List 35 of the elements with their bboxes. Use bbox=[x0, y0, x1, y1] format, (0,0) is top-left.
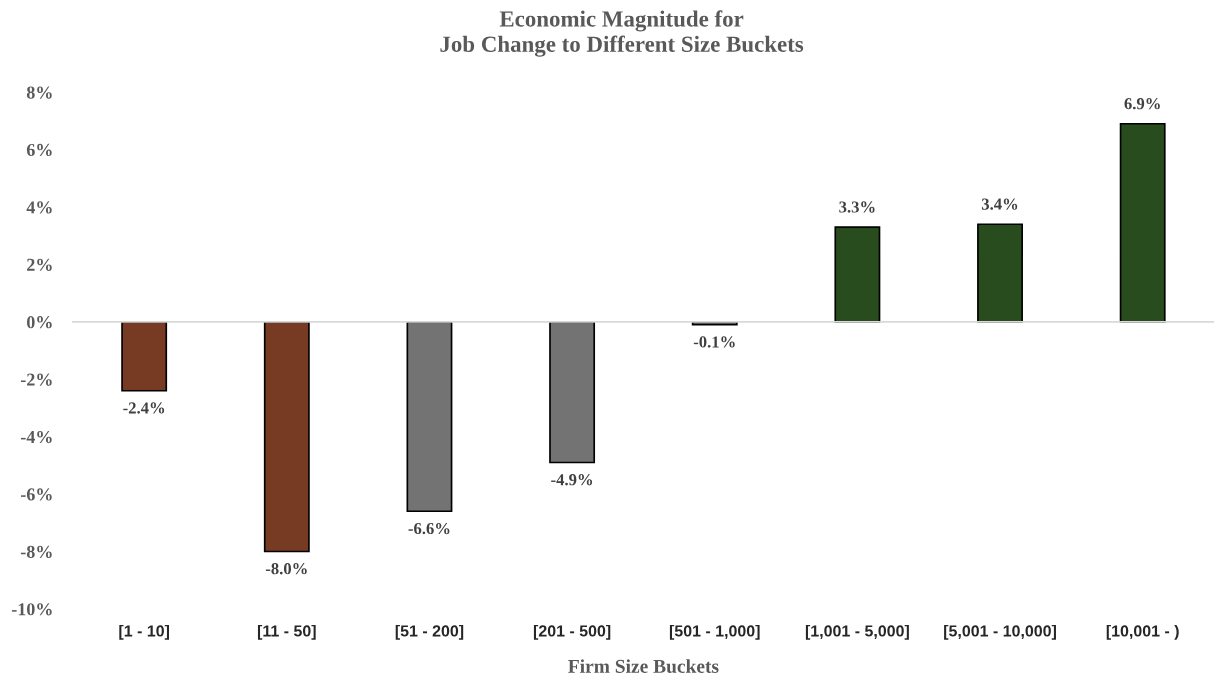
data-label: 3.3% bbox=[839, 201, 875, 213]
y-tick-label: 2% bbox=[27, 258, 52, 271]
x-tick-label: [1,001 - 5,000] bbox=[805, 624, 909, 640]
x-tick-label: [51 - 200] bbox=[395, 624, 464, 640]
y-tick-label: -8% bbox=[20, 545, 52, 558]
bar bbox=[977, 223, 1023, 323]
y-tick-label: 0% bbox=[27, 316, 52, 329]
bar bbox=[549, 320, 596, 464]
bar bbox=[1119, 122, 1166, 323]
y-tick-label: -6% bbox=[20, 488, 52, 501]
y-tick-label: -2% bbox=[20, 373, 52, 386]
data-label: -8.0% bbox=[265, 563, 307, 575]
bar bbox=[121, 320, 168, 392]
x-tick-label: [1 - 10] bbox=[119, 624, 170, 640]
bar bbox=[834, 226, 881, 323]
data-label: -4.9% bbox=[551, 474, 593, 486]
y-tick-label: 4% bbox=[26, 201, 52, 214]
x-axis-title: Firm Size Buckets bbox=[568, 659, 719, 673]
bar bbox=[263, 320, 310, 553]
x-tick-label: [11 - 50] bbox=[257, 624, 316, 640]
x-tick-label: [10,001 - ) bbox=[1106, 624, 1179, 640]
data-label: 3.4% bbox=[981, 198, 1018, 210]
y-tick-label: 8% bbox=[26, 86, 52, 99]
x-tick-label: [201 - 500] bbox=[533, 624, 611, 640]
x-tick-label: [5,001 - 10,000] bbox=[944, 624, 1056, 640]
y-tick-label: -4% bbox=[20, 430, 52, 444]
x-tick-label: [501 - 1,000] bbox=[669, 624, 760, 640]
data-label: 6.9% bbox=[1124, 98, 1160, 110]
bar bbox=[406, 320, 453, 513]
y-tick-label: -10% bbox=[11, 603, 52, 616]
data-label: -2.4% bbox=[123, 402, 165, 414]
y-tick-label: 6% bbox=[26, 143, 52, 157]
data-label: -0.1% bbox=[693, 336, 735, 348]
chart-title: Economic Magnitude for Job Change to Different Size Buckets bbox=[440, 10, 804, 57]
data-label: -6.6% bbox=[408, 522, 450, 535]
